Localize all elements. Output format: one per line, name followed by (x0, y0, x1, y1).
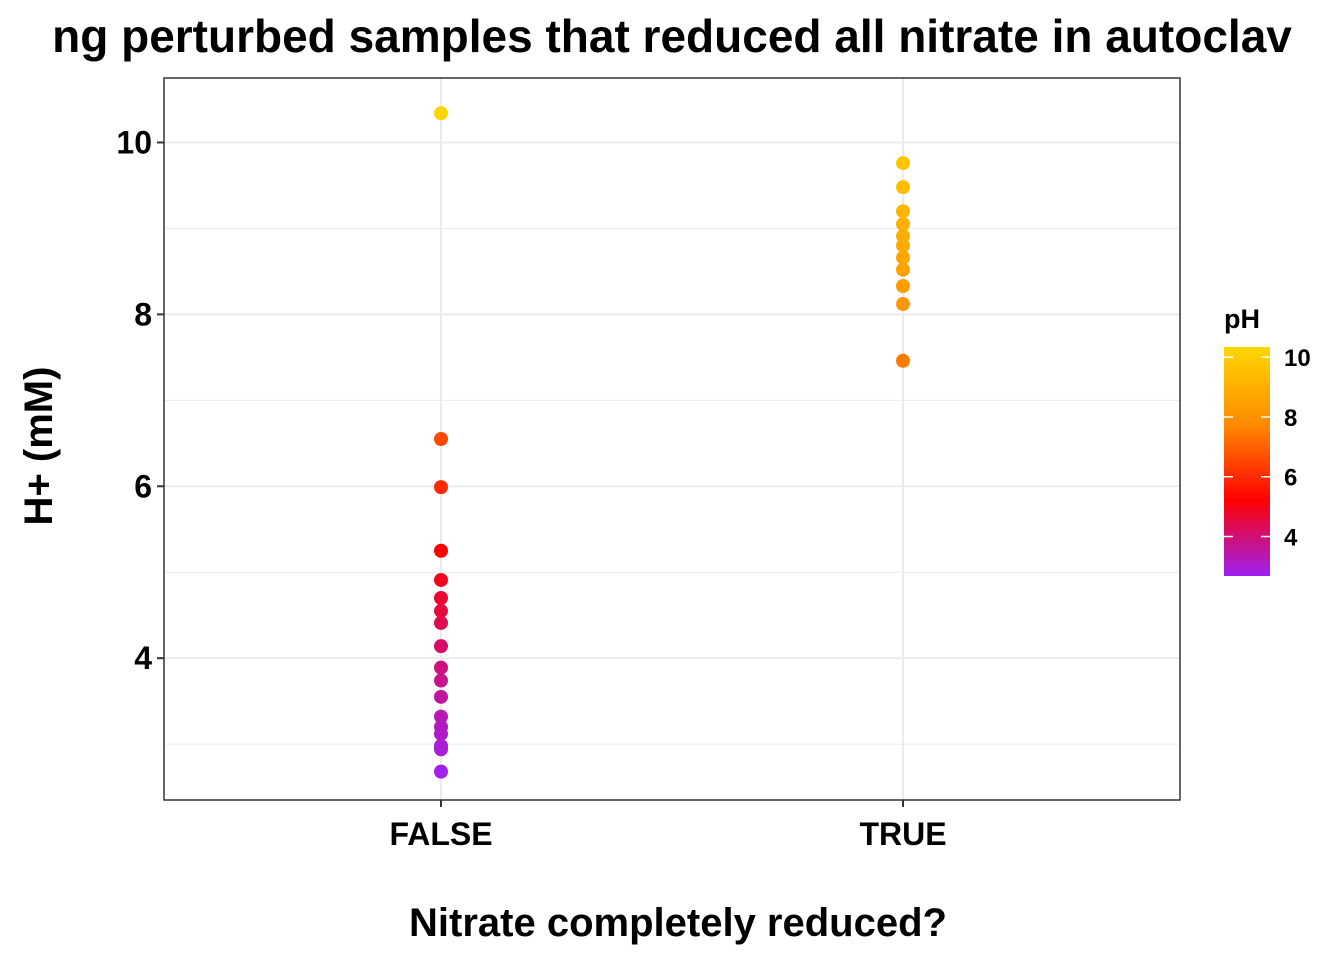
data-point (896, 279, 910, 294)
legend-tick-label: 8 (1284, 405, 1297, 432)
data-point (434, 615, 448, 630)
data-point (896, 353, 910, 368)
data-point (896, 204, 910, 219)
data-point (434, 689, 448, 704)
chart-title: ng perturbed samples that reduced all ni… (52, 10, 1292, 62)
legend-colorbar (1224, 347, 1270, 576)
data-point (434, 572, 448, 587)
legend-tick-label: 4 (1284, 525, 1298, 552)
data-point (434, 742, 448, 757)
data-point (896, 156, 910, 171)
legend-tick-label: 6 (1284, 465, 1297, 492)
y-tick-label: 4 (134, 640, 152, 676)
y-axis: 4 6 8 10 (116, 124, 164, 676)
data-point (434, 480, 448, 495)
legend: pH 4 6 8 10 (1224, 304, 1311, 576)
data-point (434, 764, 448, 779)
data-point (434, 660, 448, 675)
data-point (434, 432, 448, 446)
data-point (434, 603, 448, 618)
data-point (434, 543, 448, 558)
data-point (896, 262, 910, 277)
y-axis-title: H+ (mM) (17, 367, 61, 526)
x-axis: FALSE TRUE (389, 800, 947, 852)
panel-border (163, 77, 1181, 801)
data-point (434, 726, 448, 741)
legend-title: pH (1224, 304, 1260, 334)
y-tick-label: 10 (116, 124, 152, 160)
data-point (434, 709, 448, 724)
x-axis-title: Nitrate completely reduced? (409, 901, 947, 945)
panel-background (164, 78, 1180, 800)
data-point (434, 106, 448, 121)
data-point (434, 639, 448, 654)
points-layer (434, 106, 910, 779)
grid-layer (164, 78, 1180, 800)
legend-tick-label: 10 (1284, 345, 1311, 372)
data-point (896, 250, 910, 265)
data-point (896, 217, 910, 232)
x-tick-label: TRUE (859, 816, 946, 852)
y-tick-label: 6 (134, 468, 152, 504)
data-point (896, 180, 910, 195)
data-point (896, 297, 910, 312)
x-tick-label: FALSE (389, 816, 492, 852)
data-point (434, 673, 448, 688)
legend-ticks: 4 6 8 10 (1224, 345, 1311, 552)
data-point (896, 238, 910, 253)
data-point (434, 591, 448, 606)
y-tick-label: 8 (134, 296, 152, 332)
